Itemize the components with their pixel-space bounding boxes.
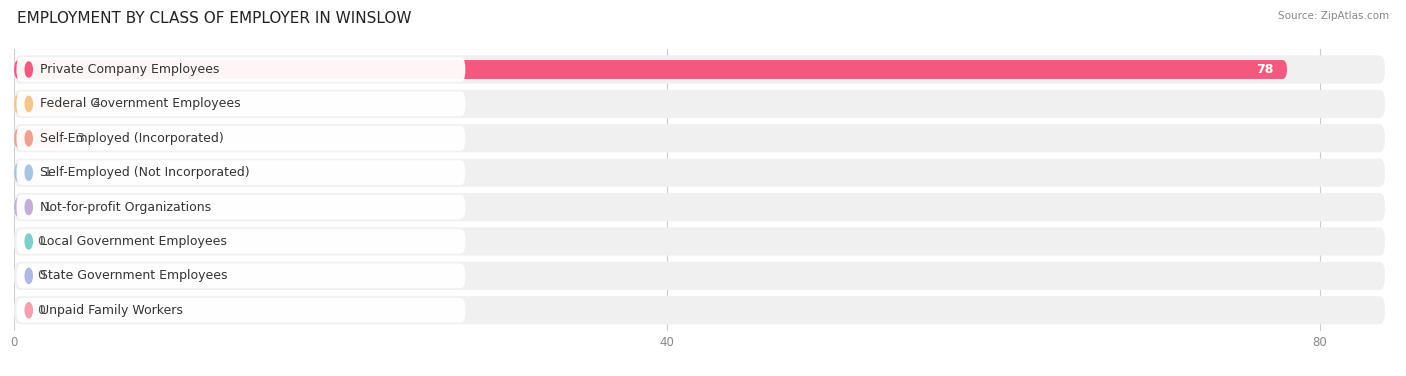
Circle shape bbox=[25, 62, 32, 77]
Text: Self-Employed (Incorporated): Self-Employed (Incorporated) bbox=[41, 132, 224, 145]
FancyBboxPatch shape bbox=[14, 90, 1385, 118]
FancyBboxPatch shape bbox=[17, 298, 465, 323]
Text: Self-Employed (Not Incorporated): Self-Employed (Not Incorporated) bbox=[41, 166, 250, 179]
FancyBboxPatch shape bbox=[14, 94, 79, 113]
Text: Not-for-profit Organizations: Not-for-profit Organizations bbox=[41, 200, 211, 214]
FancyBboxPatch shape bbox=[14, 60, 1286, 79]
FancyBboxPatch shape bbox=[17, 229, 465, 254]
FancyBboxPatch shape bbox=[14, 262, 1385, 290]
FancyBboxPatch shape bbox=[14, 227, 1385, 256]
Text: 0: 0 bbox=[37, 269, 45, 282]
FancyBboxPatch shape bbox=[14, 55, 1385, 83]
Text: Federal Government Employees: Federal Government Employees bbox=[41, 97, 240, 111]
Text: 0: 0 bbox=[37, 304, 45, 317]
FancyBboxPatch shape bbox=[17, 57, 465, 82]
Text: Unpaid Family Workers: Unpaid Family Workers bbox=[41, 304, 183, 317]
FancyBboxPatch shape bbox=[17, 264, 465, 288]
FancyBboxPatch shape bbox=[17, 91, 465, 116]
Circle shape bbox=[25, 303, 32, 318]
Circle shape bbox=[25, 200, 32, 215]
Circle shape bbox=[25, 234, 32, 249]
FancyBboxPatch shape bbox=[14, 296, 1385, 324]
FancyBboxPatch shape bbox=[14, 124, 1385, 152]
Text: Local Government Employees: Local Government Employees bbox=[41, 235, 226, 248]
FancyBboxPatch shape bbox=[17, 160, 465, 185]
Text: 0: 0 bbox=[37, 235, 45, 248]
Text: 4: 4 bbox=[93, 97, 100, 111]
FancyBboxPatch shape bbox=[14, 159, 1385, 187]
FancyBboxPatch shape bbox=[14, 163, 31, 182]
FancyBboxPatch shape bbox=[17, 195, 465, 220]
Text: 1: 1 bbox=[44, 166, 51, 179]
FancyBboxPatch shape bbox=[14, 198, 31, 217]
Text: Private Company Employees: Private Company Employees bbox=[41, 63, 219, 76]
FancyBboxPatch shape bbox=[14, 129, 63, 148]
Circle shape bbox=[25, 165, 32, 180]
FancyBboxPatch shape bbox=[14, 193, 1385, 221]
FancyBboxPatch shape bbox=[17, 126, 465, 151]
Text: 78: 78 bbox=[1257, 63, 1274, 76]
Circle shape bbox=[25, 96, 32, 111]
Text: State Government Employees: State Government Employees bbox=[41, 269, 228, 282]
Text: 3: 3 bbox=[76, 132, 84, 145]
Circle shape bbox=[25, 131, 32, 146]
Text: Source: ZipAtlas.com: Source: ZipAtlas.com bbox=[1278, 11, 1389, 21]
Text: EMPLOYMENT BY CLASS OF EMPLOYER IN WINSLOW: EMPLOYMENT BY CLASS OF EMPLOYER IN WINSL… bbox=[17, 11, 412, 26]
Circle shape bbox=[25, 268, 32, 284]
Text: 1: 1 bbox=[44, 200, 51, 214]
